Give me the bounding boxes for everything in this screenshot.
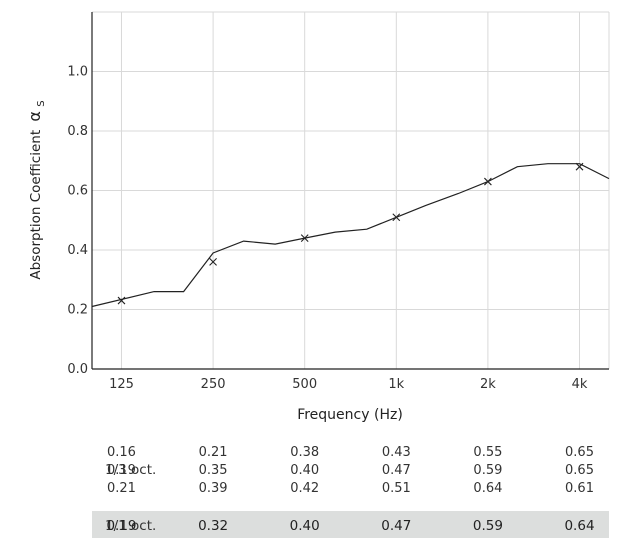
octave-value: 0.40	[290, 518, 320, 534]
x-marker-stroke	[575, 162, 584, 171]
x-tick-label: 500	[292, 377, 317, 392]
third-octave-value: 0.42	[290, 481, 319, 496]
y-tick-label: 0.2	[67, 303, 88, 318]
grid-lines	[92, 11, 610, 369]
y-tick-labels: 0.0 0.2 0.4 0.6 0.8 1.0	[67, 65, 88, 378]
third-octave-value: 0.38	[290, 445, 319, 460]
third-octave-value: 0.65	[565, 463, 594, 478]
x-tick-label: 125	[109, 377, 134, 392]
x-marker-stroke	[300, 234, 309, 242]
third-octave-value: 0.21	[107, 481, 136, 496]
third-octave-value: 0.65	[565, 445, 594, 460]
x-tick-label: 4k	[572, 377, 588, 392]
y-axis-label-text: Absorption Coefficient	[28, 130, 44, 280]
third-octave-value: 0.35	[199, 463, 228, 478]
octave-row-label: 1/1 oct.	[105, 518, 156, 534]
octave-row-background	[92, 511, 609, 538]
octave-value: 0.64	[564, 518, 594, 534]
y-tick-label: 0.6	[67, 184, 88, 199]
table-cells: 0.16 0.19 0.21 0.21 0.35 0.39 0.38 0.40 0.42 0.43…	[106, 445, 594, 534]
third-octave-value: 0.39	[199, 481, 228, 496]
x-marker	[300, 234, 309, 242]
chart-axes	[91, 12, 609, 370]
x-marker	[117, 296, 126, 305]
third-octave-value: 0.16	[107, 445, 136, 460]
octave-value: 0.32	[198, 518, 228, 534]
y-axis-label-symbol: α	[25, 111, 44, 122]
x-axis-label: Frequency (Hz)	[297, 407, 403, 423]
third-octave-value: 0.64	[473, 481, 502, 496]
third-octave-value: 0.19	[107, 463, 136, 478]
y-tick-label: 0.8	[67, 124, 88, 139]
third-octave-value: 0.47	[382, 463, 411, 478]
x-marker-stroke	[117, 296, 126, 305]
absorption-line	[91, 163, 610, 308]
x-tick-label: 250	[201, 377, 226, 392]
y-tick-label: 0.4	[67, 243, 88, 258]
x-marker	[392, 213, 401, 222]
x-marker	[484, 177, 492, 186]
third-octave-row-label: 1/3 oct.	[105, 462, 156, 478]
octave-value: 0.47	[381, 518, 411, 534]
third-octave-value: 0.40	[290, 463, 319, 478]
third-octave-value: 0.61	[565, 481, 594, 496]
x-tick-label: 2k	[480, 377, 496, 392]
y-tick-label: 0.0	[67, 362, 88, 377]
x-marker	[209, 258, 217, 266]
third-octave-value: 0.51	[382, 481, 411, 496]
x-marker-stroke	[392, 213, 401, 222]
x-marker-stroke	[209, 258, 217, 266]
y-axis-label-subscript: S	[36, 100, 47, 106]
x-tick-label: 1k	[388, 377, 404, 392]
data-series	[91, 162, 610, 308]
x-marker	[575, 162, 584, 171]
y-tick-label: 1.0	[67, 65, 88, 80]
y-axis-label: Absorption Coefficient α S	[25, 100, 47, 279]
x-tick-labels: 125 250 500 1k 2k 4k	[109, 377, 588, 392]
third-octave-value: 0.21	[199, 445, 228, 460]
third-octave-value: 0.59	[473, 463, 502, 478]
octave-value: 0.59	[473, 518, 503, 534]
third-octave-value: 0.43	[382, 445, 411, 460]
x-marker-stroke	[484, 177, 492, 186]
absorption-table: 1/3 oct. 1/1 oct. 0.160.190.210.210.350.…	[92, 445, 609, 538]
octave-value: 0.19	[106, 518, 136, 534]
third-octave-value: 0.55	[473, 445, 502, 460]
